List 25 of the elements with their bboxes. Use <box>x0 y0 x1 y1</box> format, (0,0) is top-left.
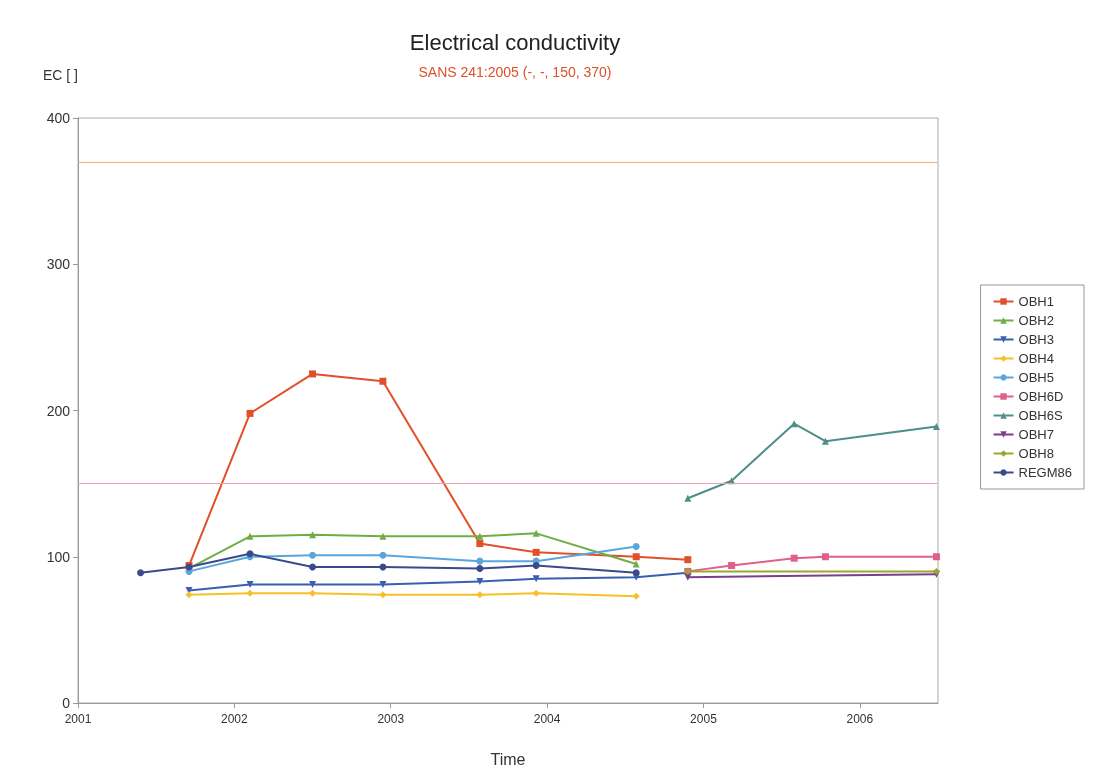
legend-label: OBH4 <box>1018 351 1054 366</box>
y-tick-label: 400 <box>46 110 71 126</box>
y-tick-label: 300 <box>46 256 71 273</box>
chart-subtitle: SANS 241:2005 (-, -, 150, 370) <box>418 64 612 80</box>
legend-label: OBH6S <box>1018 408 1063 423</box>
x-tick-label: 2005 <box>690 712 718 726</box>
y-tick-label: 100 <box>46 548 71 565</box>
x-tick-label: 2003 <box>377 712 405 726</box>
legend-label: OBH5 <box>1018 370 1054 385</box>
x-tick-label: 2002 <box>221 712 249 726</box>
legend-label: OBH8 <box>1018 446 1054 461</box>
y-tick-label: 200 <box>46 402 71 419</box>
legend-label: REGM86 <box>1018 465 1073 480</box>
legend-label: OBH3 <box>1018 332 1054 347</box>
y-tick-label: 0 <box>62 695 71 711</box>
legend-label: OBH6D <box>1018 389 1064 404</box>
legend-label: OBH7 <box>1018 427 1054 442</box>
x-axis-title: Time <box>490 750 526 768</box>
x-tick-label: 2006 <box>846 712 874 726</box>
x-tick-label: 2004 <box>533 712 561 726</box>
y-axis-title: EC [ ] <box>43 67 79 83</box>
chart-title: Electrical conductivity <box>409 29 621 55</box>
legend-label: OBH2 <box>1018 313 1054 328</box>
legend-label: OBH1 <box>1018 294 1054 309</box>
x-tick-label: 2001 <box>64 712 92 726</box>
